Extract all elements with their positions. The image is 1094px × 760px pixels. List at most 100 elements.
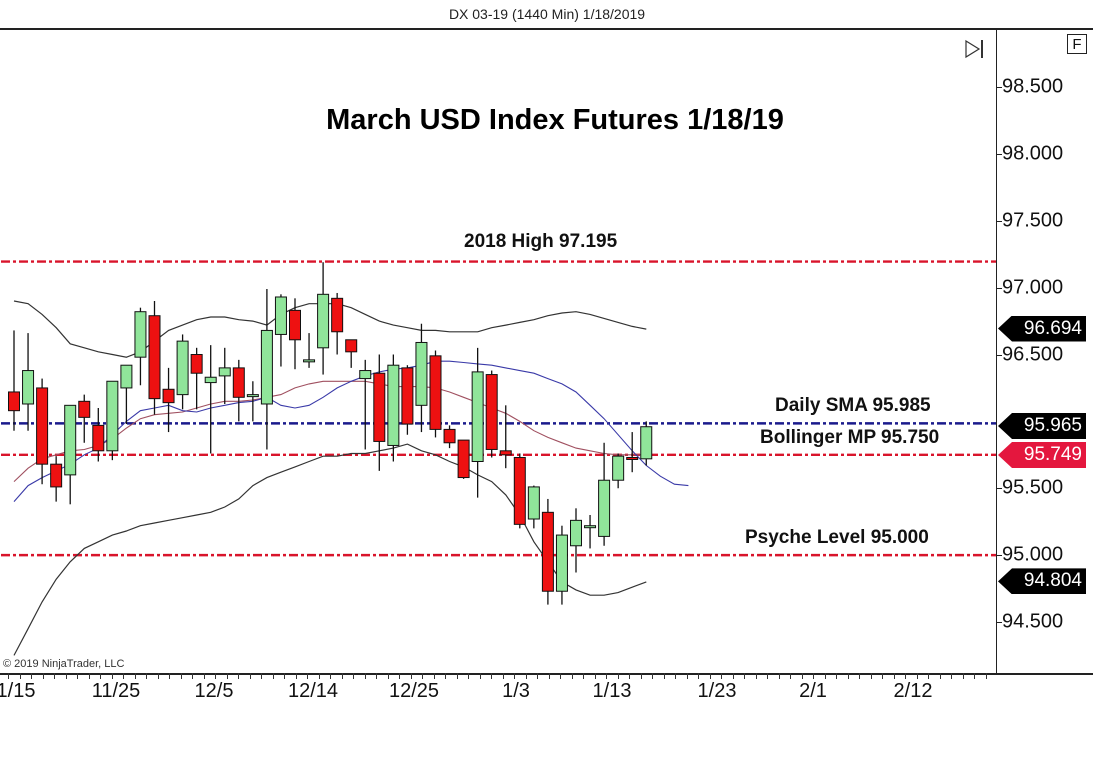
x-tick-mark: [675, 673, 676, 679]
x-tick-mark: [847, 673, 849, 679]
x-tick-mark: [663, 673, 665, 679]
window-title: DX 03-19 (1440 Min) 1/18/2019: [448, 6, 646, 22]
x-tick-mark: [928, 673, 929, 679]
price-tag: 95.965: [998, 413, 1086, 440]
candle: [204, 345, 217, 454]
y-tick-label: 95.000: [1002, 543, 1064, 566]
x-tick-mark: [353, 673, 354, 679]
f-button[interactable]: F: [1067, 34, 1087, 54]
x-tick-mark: [525, 673, 527, 679]
x-tick-mark: [88, 673, 90, 679]
x-tick-mark: [652, 673, 653, 679]
scroll-to-end-icon[interactable]: [963, 38, 989, 60]
x-tick-mark: [617, 673, 619, 679]
x-tick-mark: [548, 673, 550, 679]
candle: [457, 439, 470, 479]
candle: [92, 408, 105, 462]
candle: [317, 262, 330, 375]
candle: [218, 347, 231, 404]
candle: [190, 347, 203, 410]
x-tick-label: 12/14: [287, 680, 339, 702]
x-tick-mark: [180, 673, 182, 679]
x-tick-mark: [272, 673, 274, 679]
price-axis-line: [996, 29, 997, 674]
x-tick-mark: [42, 673, 44, 679]
y-tick-label: 95.500: [1002, 476, 1064, 499]
x-tick-mark: [479, 673, 481, 679]
x-tick-label: 12/25: [388, 680, 440, 702]
x-tick-mark: [882, 673, 883, 679]
x-tick-label: 1/3: [502, 680, 530, 702]
candle: [331, 292, 344, 355]
candle: [401, 365, 414, 435]
candle: [541, 498, 554, 605]
x-tick-mark: [307, 673, 308, 679]
x-tick-mark: [31, 673, 32, 679]
x-tick-mark: [157, 673, 159, 679]
candle: [345, 339, 358, 368]
candle: [134, 307, 147, 386]
level-label: 2018 High 97.195: [464, 230, 618, 252]
x-tick-mark: [111, 673, 113, 679]
x-tick-label: 1/15: [0, 680, 36, 702]
candle: [612, 453, 625, 489]
candle: [485, 370, 498, 458]
candle: [598, 442, 611, 546]
chart-frame: [0, 28, 1093, 675]
candle: [274, 294, 287, 367]
candle: [443, 425, 456, 449]
y-tick-label: 94.500: [1002, 610, 1064, 633]
x-tick-mark: [203, 673, 205, 679]
chart-title: March USD Index Futures 1/18/19: [326, 104, 784, 136]
candle: [50, 456, 63, 502]
x-tick-mark: [709, 673, 711, 679]
x-tick-mark: [433, 673, 435, 679]
x-tick-mark: [514, 673, 515, 679]
y-tick-mark: [996, 622, 1002, 623]
candle: [289, 298, 301, 370]
x-tick-mark: [54, 673, 55, 679]
price-tag: 95.749: [998, 441, 1086, 468]
x-tick-mark: [238, 673, 239, 679]
y-tick-mark: [996, 87, 1002, 88]
x-tick-mark: [19, 673, 21, 679]
x-tick-mark: [537, 673, 538, 679]
candle: [584, 515, 597, 549]
x-tick-mark: [939, 673, 941, 679]
candle: [8, 330, 20, 431]
x-tick-mark: [330, 673, 331, 679]
x-tick-mark: [295, 673, 297, 679]
x-tick-label: 1/23: [697, 680, 737, 702]
x-tick-mark: [77, 673, 78, 679]
x-tick-mark: [100, 673, 101, 679]
x-tick-mark: [399, 673, 400, 679]
x-tick-mark: [502, 673, 504, 679]
candle: [303, 333, 316, 368]
x-tick-mark: [744, 673, 745, 679]
x-tick-mark: [836, 673, 837, 679]
candle: [387, 354, 400, 462]
x-tick-mark: [445, 673, 446, 679]
x-tick-mark: [974, 673, 975, 679]
x-tick-mark: [192, 673, 193, 679]
x-tick-label: 2/12: [893, 680, 933, 702]
x-tick-mark: [215, 673, 216, 679]
x-tick-mark: [951, 673, 952, 679]
candle: [162, 367, 175, 433]
candle: [471, 347, 484, 498]
y-tick-label: 97.000: [1002, 276, 1064, 299]
x-tick-mark: [640, 673, 642, 679]
x-tick-mark: [790, 673, 791, 679]
x-tick-mark: [893, 673, 895, 679]
x-tick-mark: [629, 673, 630, 679]
x-tick-mark: [870, 673, 872, 679]
x-tick-mark: [732, 673, 734, 679]
x-tick-mark: [284, 673, 285, 679]
x-tick-label: 11/25: [91, 680, 141, 702]
candle: [176, 334, 189, 410]
candle: [640, 421, 653, 466]
x-tick-mark: [962, 673, 964, 679]
x-tick-mark: [916, 673, 918, 679]
x-tick-mark: [778, 673, 780, 679]
x-tick-mark: [606, 673, 607, 679]
